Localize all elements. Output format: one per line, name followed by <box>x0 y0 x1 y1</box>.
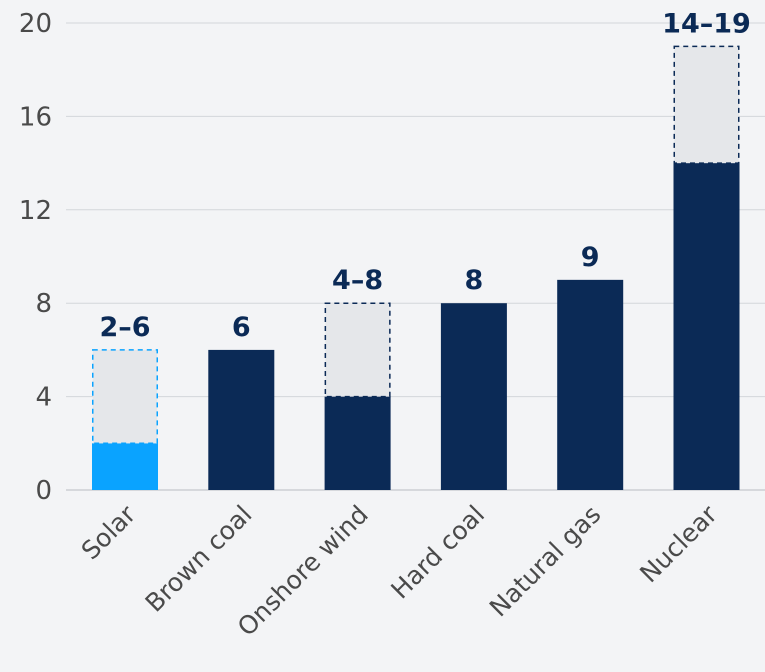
gridlines <box>66 22 765 491</box>
data-label-brown-coal: 6 <box>232 312 251 343</box>
x-tick-label-nuclear: Nuclear <box>634 499 723 588</box>
x-tick-label-brown-coal: Brown coal <box>140 500 258 618</box>
data-label-nuclear: 14–19 <box>662 8 751 39</box>
range-solar <box>92 349 158 445</box>
data-label-onshore-wind: 4–8 <box>332 265 383 296</box>
y-tick-label-16: 16 <box>19 102 52 132</box>
bar-nuclear <box>673 163 740 490</box>
data-label-natural-gas: 9 <box>581 242 600 273</box>
bar-onshore-wind <box>324 396 391 490</box>
range-onshore-wind <box>324 302 391 398</box>
bar-solar <box>92 443 158 490</box>
range-nuclear <box>673 45 740 164</box>
data-label-solar: 2–6 <box>99 312 150 343</box>
bar-hard-coal <box>440 303 507 490</box>
y-axis-ticks: 0 4 8 12 16 20 <box>19 9 52 506</box>
y-tick-label-8: 8 <box>35 289 52 319</box>
data-label-hard-coal: 8 <box>465 265 484 296</box>
y-tick-label-0: 0 <box>35 476 52 506</box>
y-tick-label-20: 20 <box>19 9 52 39</box>
bar-natural-gas <box>557 279 624 490</box>
x-tick-label-natural-gas: Natural gas <box>484 500 607 623</box>
y-tick-label-12: 12 <box>19 196 52 226</box>
x-tick-label-solar: Solar <box>76 499 142 565</box>
bar-brown-coal <box>208 349 275 490</box>
y-tick-label-4: 4 <box>35 383 52 413</box>
bars <box>92 45 740 490</box>
x-tick-label-hard-coal: Hard coal <box>385 500 490 605</box>
data-labels: 2–6 6 4–8 8 9 14–19 <box>99 8 750 343</box>
